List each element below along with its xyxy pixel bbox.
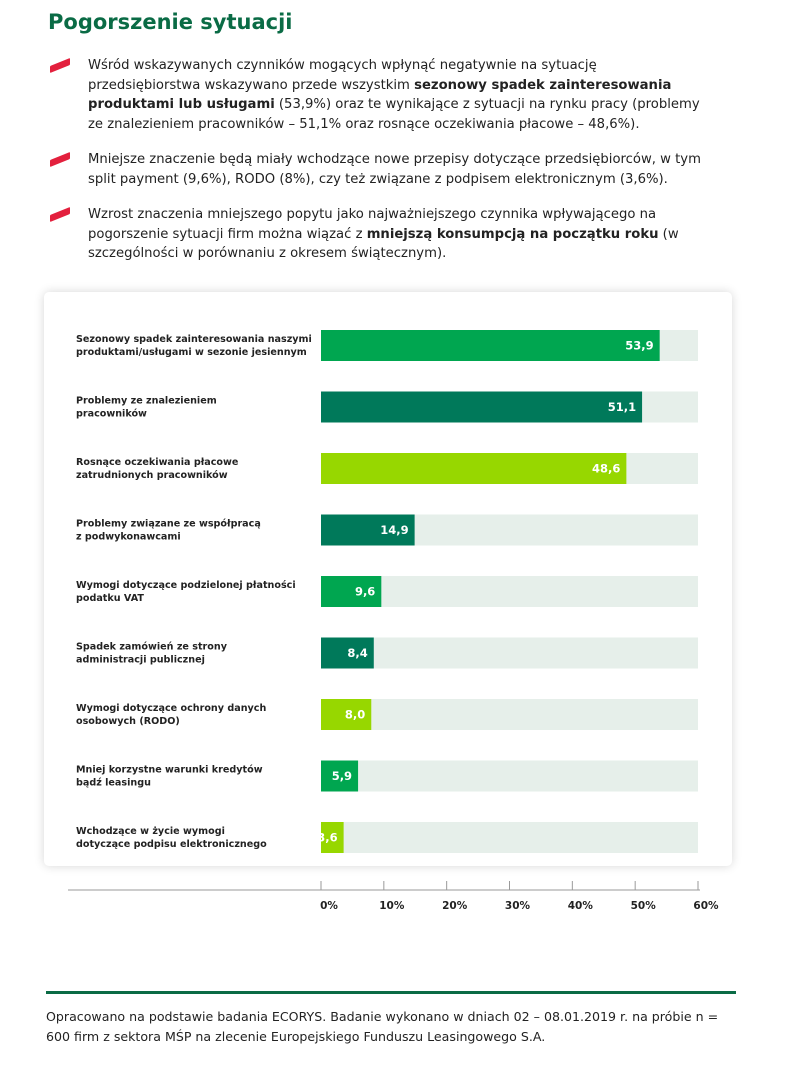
category-label: pracowników [76,408,147,420]
bar [321,699,372,730]
bullet-text: Wzrost znaczenia mniejszego popytu jako … [88,207,679,261]
bar-value-label: 53,9 [625,339,653,353]
bar-value-label: 51,1 [608,400,636,414]
category-label: Wymogi dotyczące podzielonej płatności [76,579,296,591]
bullet-text: Mniejsze znaczenie będą miały wchodzące … [88,152,701,187]
x-tick-label: 10% [379,900,405,912]
page-title: Pogorszenie sytuacji [48,10,293,34]
category-label: produktami/usługami w sezonie jesiennym [76,347,307,358]
category-label: Rosnące oczekiwania płacowe [76,457,239,468]
category-label: Problemy związane ze współpracą [76,518,261,530]
bar [321,822,344,853]
x-tick-label: 20% [442,900,468,912]
bar [321,330,660,361]
x-tick-label: 40% [568,900,594,912]
bar-value-label: 8,4 [347,646,367,660]
category-label: Problemy ze znalezieniem [76,396,217,407]
category-label: z podwykonawcami [76,532,181,543]
bar [321,391,643,423]
bar [321,453,627,484]
bar [321,637,374,669]
x-tick-label: 60% [693,900,719,912]
footer-divider [46,991,736,994]
bullet-text: Wśród wskazywanych czynników mogących wp… [88,58,700,132]
category-label: Spadek zamówień ze strony [76,641,228,653]
category-label: osobowych (RODO) [76,716,180,727]
category-label: Wchodzące w życie wymogi [76,826,225,837]
x-tick-label: 30% [505,900,531,912]
bar-track [321,760,698,792]
category-label: Wymogi dotyczące ochrony danych [76,703,266,714]
bar-track [321,576,698,607]
bar-value-label: 8,0 [345,708,365,722]
bar [321,576,382,607]
bar-track [321,822,698,853]
bar-value-label: 48,6 [592,462,620,476]
bar [321,514,415,546]
category-label: administracji publicznej [76,655,205,666]
bar-value-label: 9,6 [355,585,375,599]
category-label: zatrudnionych pracowników [76,469,228,481]
bar-chart: 53,9 Sezonowy spadek zainteresowania nasz… [68,330,719,912]
bar-value-label: 3,6 [317,831,337,845]
category-label: bądź leasingu [76,777,151,789]
category-label: Sezonowy spadek zainteresowania naszymi [76,334,312,345]
bar-value-label: 5,9 [332,769,352,783]
source-footnote: Opracowano na podstawie badania ECORYS. … [46,1009,719,1044]
x-tick-label: 0% [320,900,338,912]
category-label: dotyczące podpisu elektronicznego [76,839,267,850]
bar [321,760,359,792]
bar-track [321,637,698,669]
x-tick-label: 50% [631,900,657,912]
category-label: podatku VAT [76,593,144,604]
bar-track [321,699,698,730]
bar-value-label: 14,9 [380,523,408,537]
category-label: Mniej korzystne warunki kredytów [76,764,263,776]
